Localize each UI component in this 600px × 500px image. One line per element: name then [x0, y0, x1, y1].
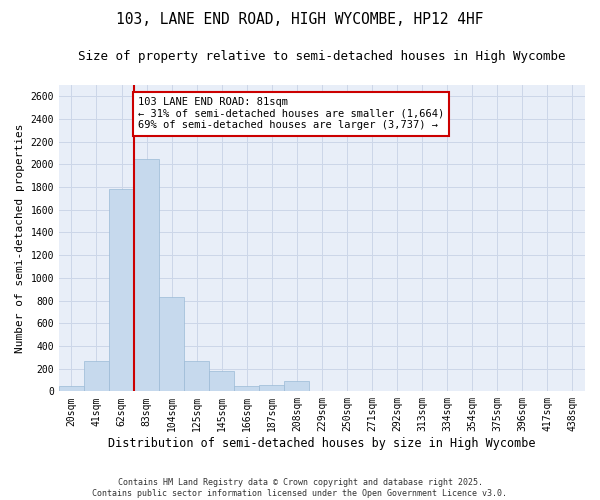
Text: 103 LANE END ROAD: 81sqm
← 31% of semi-detached houses are smaller (1,664)
69% o: 103 LANE END ROAD: 81sqm ← 31% of semi-d… — [138, 98, 444, 130]
Bar — [259, 385, 284, 392]
Bar — [234, 386, 259, 392]
Title: Size of property relative to semi-detached houses in High Wycombe: Size of property relative to semi-detach… — [78, 50, 566, 63]
Bar — [284, 380, 310, 392]
X-axis label: Distribution of semi-detached houses by size in High Wycombe: Distribution of semi-detached houses by … — [108, 437, 536, 450]
Bar — [209, 372, 234, 392]
Text: Contains HM Land Registry data © Crown copyright and database right 2025.
Contai: Contains HM Land Registry data © Crown c… — [92, 478, 508, 498]
Bar — [134, 158, 159, 392]
Bar — [109, 190, 134, 392]
Bar — [184, 360, 209, 392]
Bar — [159, 297, 184, 392]
Y-axis label: Number of semi-detached properties: Number of semi-detached properties — [15, 124, 25, 353]
Bar — [59, 386, 84, 392]
Text: 103, LANE END ROAD, HIGH WYCOMBE, HP12 4HF: 103, LANE END ROAD, HIGH WYCOMBE, HP12 4… — [116, 12, 484, 28]
Bar — [84, 360, 109, 392]
